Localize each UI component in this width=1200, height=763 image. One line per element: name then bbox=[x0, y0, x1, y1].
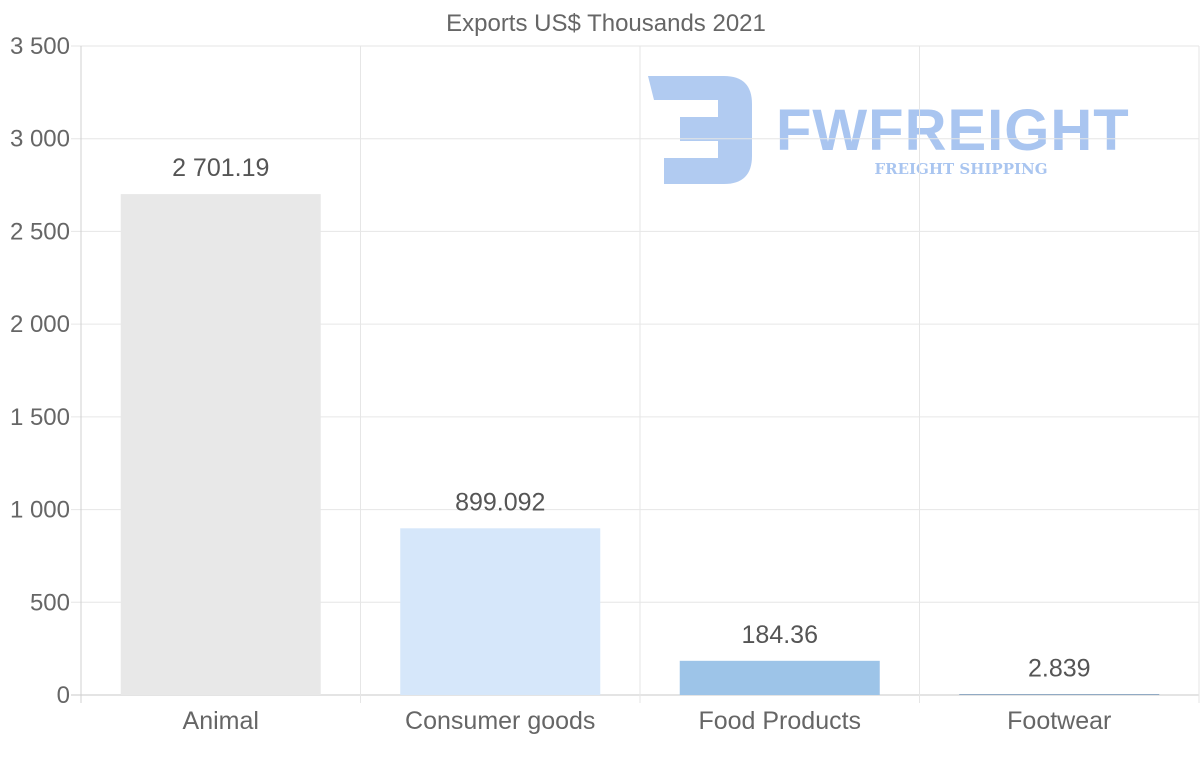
bars bbox=[120, 194, 1160, 695]
x-tick-label: Consumer goods bbox=[405, 707, 595, 735]
x-tick-label: Footwear bbox=[1007, 707, 1111, 735]
y-tick-label: 3 500 bbox=[10, 33, 70, 60]
y-tick-label: 3 000 bbox=[10, 126, 70, 153]
bar-consumer-goods bbox=[400, 528, 601, 695]
bar-animal bbox=[120, 194, 321, 695]
x-axis: Animal Consumer goods Food Products Footwea… bbox=[183, 707, 1112, 735]
data-label: 184.36 bbox=[742, 621, 818, 649]
data-label: 2.839 bbox=[1028, 654, 1091, 682]
x-tick-label: Animal bbox=[183, 707, 259, 735]
y-tick-label: 500 bbox=[30, 589, 70, 616]
watermark-logo: FWFREIGHT FREIGHT SHIPPING bbox=[648, 76, 1130, 184]
y-tick-label: 2 000 bbox=[10, 311, 70, 338]
y-tick-label: 1 000 bbox=[10, 497, 70, 524]
watermark-logo-icon bbox=[648, 76, 752, 184]
data-label: 2 701.19 bbox=[172, 154, 269, 182]
watermark-brand: FWFREIGHT bbox=[776, 98, 1130, 163]
data-label: 899.092 bbox=[455, 488, 545, 516]
bar-footwear bbox=[959, 694, 1160, 695]
x-tick-label: Food Products bbox=[698, 707, 861, 735]
y-tick-label: 1 500 bbox=[10, 404, 70, 431]
y-tick-label: 2 500 bbox=[10, 218, 70, 245]
y-tick-label: 0 bbox=[57, 682, 70, 709]
chart-title: Exports US$ Thousands 2021 bbox=[446, 10, 766, 37]
watermark-tagline: FREIGHT SHIPPING bbox=[874, 160, 1047, 178]
y-axis: 0 500 1 000 1 500 2 000 2 500 3 000 3 500 bbox=[10, 33, 70, 709]
bar-food-products bbox=[679, 660, 880, 695]
data-labels: 2 701.19 899.092 184.36 2.839 bbox=[172, 154, 1090, 682]
